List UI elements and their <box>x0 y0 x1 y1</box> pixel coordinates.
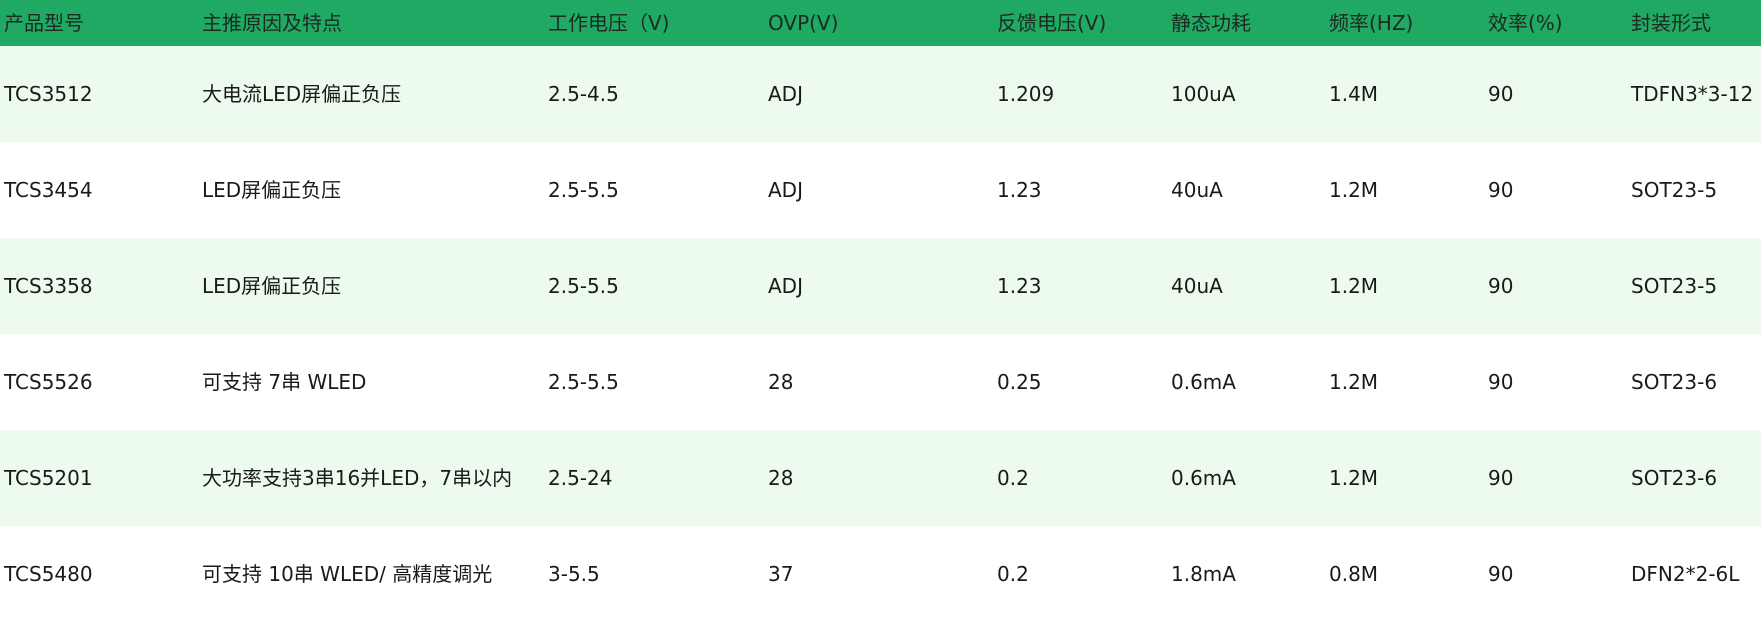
cell-package: DFN2*2-6L <box>1631 562 1740 586</box>
cell-feedback-voltage: 0.2 <box>997 466 1029 490</box>
cell-feedback-voltage: 1.23 <box>997 178 1042 202</box>
cell-feedback-voltage: 0.2 <box>997 562 1029 586</box>
cell-features: 可支持 10串 WLED/ 高精度调光 <box>202 562 493 586</box>
cell-feedback-voltage: 1.23 <box>997 274 1042 298</box>
cell-frequency: 1.2M <box>1329 370 1379 394</box>
cell-efficiency: 90 <box>1488 82 1514 106</box>
table-header: 产品型号 主推原因及特点 工作电压（V) OVP(V) 反馈电压(V) 静态功耗… <box>0 0 1761 46</box>
cell-package: SOT23-6 <box>1631 370 1718 394</box>
cell-efficiency: 90 <box>1488 370 1514 394</box>
cell-frequency: 1.2M <box>1329 178 1379 202</box>
cell-model: TCS5201 <box>4 466 93 490</box>
cell-ovp: 28 <box>768 466 794 490</box>
header-efficiency: 效率(%) <box>1488 11 1563 35</box>
cell-voltage: 2.5-5.5 <box>548 370 619 394</box>
header-feedback-voltage: 反馈电压(V) <box>997 11 1107 35</box>
cell-features: LED屏偏正负压 <box>202 274 342 298</box>
cell-feedback-voltage: 0.25 <box>997 370 1042 394</box>
cell-model: TCS3512 <box>4 82 93 106</box>
table-row: TCS5201 大功率支持3串16并LED，7串以内 2.5-24 28 0.2… <box>0 430 1761 526</box>
cell-model: TCS3358 <box>4 274 93 298</box>
cell-frequency: 1.2M <box>1329 466 1379 490</box>
cell-features: LED屏偏正负压 <box>202 178 342 202</box>
table-row: TCS3512 大电流LED屏偏正负压 2.5-4.5 ADJ 1.209 10… <box>0 46 1761 142</box>
cell-package: SOT23-6 <box>1631 466 1718 490</box>
cell-quiescent-power: 40uA <box>1171 178 1223 202</box>
cell-features: 大电流LED屏偏正负压 <box>202 82 402 106</box>
table-row: TCS5480 可支持 10串 WLED/ 高精度调光 3-5.5 37 0.2… <box>0 526 1761 622</box>
cell-ovp: 37 <box>768 562 794 586</box>
table-row: TCS5526 可支持 7串 WLED 2.5-5.5 28 0.25 0.6m… <box>0 334 1761 430</box>
cell-features: 大功率支持3串16并LED，7串以内 <box>202 466 513 490</box>
cell-ovp: 28 <box>768 370 794 394</box>
cell-voltage: 3-5.5 <box>548 562 600 586</box>
cell-ovp: ADJ <box>768 274 803 298</box>
cell-ovp: ADJ <box>768 82 803 106</box>
header-ovp: OVP(V) <box>768 11 839 35</box>
cell-package: TDFN3*3-12 <box>1631 82 1754 106</box>
cell-model: TCS5526 <box>4 370 93 394</box>
cell-voltage: 2.5-24 <box>548 466 613 490</box>
cell-quiescent-power: 0.6mA <box>1171 370 1236 394</box>
cell-feedback-voltage: 1.209 <box>997 82 1055 106</box>
cell-quiescent-power: 100uA <box>1171 82 1236 106</box>
cell-ovp: ADJ <box>768 178 803 202</box>
cell-efficiency: 90 <box>1488 466 1514 490</box>
cell-efficiency: 90 <box>1488 274 1514 298</box>
header-frequency: 频率(HZ) <box>1329 11 1414 35</box>
header-model: 产品型号 <box>4 11 84 35</box>
cell-package: SOT23-5 <box>1631 274 1718 298</box>
cell-frequency: 0.8M <box>1329 562 1379 586</box>
table-row: TCS3358 LED屏偏正负压 2.5-5.5 ADJ 1.23 40uA 1… <box>0 238 1761 334</box>
cell-voltage: 2.5-5.5 <box>548 274 619 298</box>
cell-quiescent-power: 1.8mA <box>1171 562 1236 586</box>
cell-quiescent-power: 0.6mA <box>1171 466 1236 490</box>
cell-model: TCS5480 <box>4 562 93 586</box>
cell-quiescent-power: 40uA <box>1171 274 1223 298</box>
cell-efficiency: 90 <box>1488 562 1514 586</box>
header-features: 主推原因及特点 <box>202 11 342 35</box>
cell-efficiency: 90 <box>1488 178 1514 202</box>
cell-frequency: 1.2M <box>1329 274 1379 298</box>
cell-features: 可支持 7串 WLED <box>202 370 367 394</box>
cell-model: TCS3454 <box>4 178 93 202</box>
header-voltage: 工作电压（V) <box>548 11 670 35</box>
table-row: TCS3454 LED屏偏正负压 2.5-5.5 ADJ 1.23 40uA 1… <box>0 142 1761 238</box>
header-package: 封装形式 <box>1631 11 1711 35</box>
header-quiescent-power: 静态功耗 <box>1171 11 1251 35</box>
cell-voltage: 2.5-4.5 <box>548 82 619 106</box>
cell-package: SOT23-5 <box>1631 178 1718 202</box>
cell-frequency: 1.4M <box>1329 82 1379 106</box>
cell-voltage: 2.5-5.5 <box>548 178 619 202</box>
